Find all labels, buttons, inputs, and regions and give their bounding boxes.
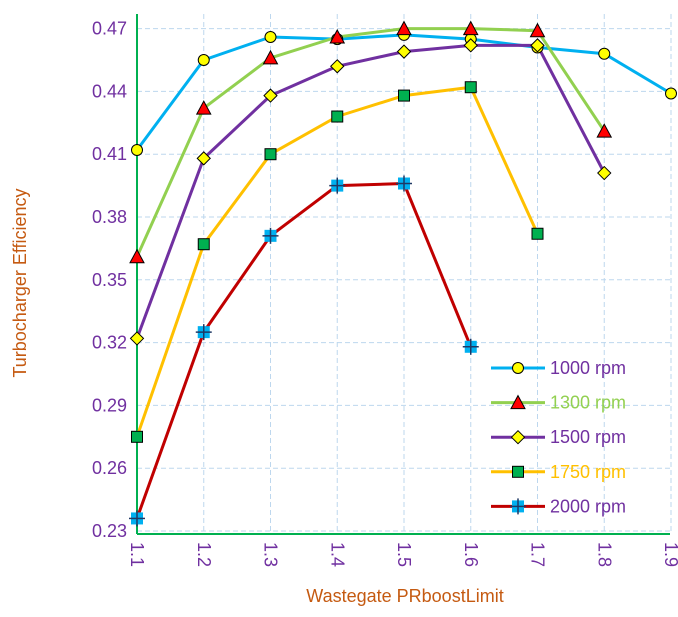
y-tick-label: 0.29: [92, 395, 127, 415]
x-tick-labels: 1.1 1.2 1.3 1.4 1.5 1.6 1.7 1.8 1.9: [127, 542, 678, 567]
legend-label: 1300 rpm: [550, 393, 626, 413]
x-tick-label: 1.3: [261, 542, 281, 567]
circle-marker: [197, 54, 210, 67]
square-marker: [464, 81, 477, 94]
diamond-marker: [263, 88, 278, 103]
plus-square-marker: [462, 338, 479, 355]
triangle-marker: [529, 22, 546, 38]
series-markers: [129, 20, 677, 527]
legend-item: 2000 rpm: [491, 496, 626, 516]
y-tick-labels: 0.23 0.26 0.29 0.32 0.35 0.38 0.41 0.44 0.47: [92, 19, 127, 541]
diamond-marker: [196, 151, 211, 166]
y-tick-label: 0.32: [92, 333, 127, 353]
x-tick-label: 1.7: [528, 542, 548, 567]
plus-square-marker: [510, 498, 526, 515]
circle-marker: [264, 30, 277, 43]
x-axis-title: Wastegate PRboostLimit: [306, 586, 503, 606]
square-marker: [512, 465, 524, 478]
series-line-2000-rpm: [135, 182, 473, 519]
diamond-marker: [330, 59, 345, 74]
x-tick-label: 1.8: [594, 542, 614, 567]
y-tick-label: 0.23: [92, 521, 127, 541]
plus-square-marker: [129, 510, 145, 527]
circle-marker: [512, 362, 524, 374]
legend-label: 1500 rpm: [550, 427, 626, 447]
diamond-marker: [463, 38, 478, 53]
square-marker: [331, 110, 344, 123]
legend-item: 1500 rpm: [491, 427, 626, 447]
series-line-1500-rpm: [135, 43, 606, 339]
triangle-marker: [596, 123, 613, 138]
triangle-marker: [462, 20, 479, 36]
triangle-marker: [329, 28, 346, 44]
y-axis-title: Turbocharger Efficiency: [10, 188, 30, 377]
diamond-marker: [597, 165, 612, 181]
y-tick-label: 0.44: [92, 81, 127, 101]
circle-marker: [131, 144, 143, 157]
legend-label: 2000 rpm: [550, 496, 626, 516]
y-tick-label: 0.38: [92, 207, 127, 227]
x-tick-label: 1.4: [327, 542, 347, 567]
square-marker: [264, 148, 277, 161]
triangle-marker: [195, 100, 212, 115]
x-tick-label: 1.1: [127, 542, 147, 567]
legend: 1000 rpm 1300 rpm 1500 rpm 1750 rpm 2000 rpm: [491, 358, 626, 516]
plot-axes: [136, 14, 670, 535]
y-tick-label: 0.35: [92, 270, 127, 290]
triangle-marker: [129, 248, 145, 264]
plus-square-marker: [195, 324, 212, 341]
diamond-marker: [396, 44, 412, 59]
circle-marker: [665, 87, 677, 100]
y-tick-label: 0.47: [92, 19, 127, 39]
triangle-marker: [510, 394, 526, 410]
square-marker: [398, 89, 410, 102]
diamond-marker: [530, 38, 545, 53]
legend-label: 1000 rpm: [550, 358, 626, 378]
y-tick-label: 0.26: [92, 458, 127, 478]
legend-item: 1750 rpm: [491, 462, 626, 482]
plus-square-marker: [262, 227, 279, 244]
x-tick-label: 1.6: [461, 542, 481, 567]
square-marker: [531, 227, 544, 240]
square-marker: [131, 430, 143, 443]
triangle-marker: [262, 49, 279, 65]
legend-label: 1750 rpm: [550, 462, 626, 482]
circle-marker: [598, 47, 611, 60]
x-tick-label: 1.2: [194, 542, 214, 567]
x-tick-label: 1.5: [394, 542, 414, 567]
series-line-1300-rpm: [135, 27, 606, 258]
plus-square-marker: [396, 175, 412, 192]
triangle-marker: [396, 20, 412, 36]
legend-item: 1300 rpm: [491, 393, 626, 413]
y-tick-label: 0.41: [92, 144, 127, 164]
diamond-marker: [129, 331, 145, 346]
square-marker: [197, 238, 210, 251]
legend-item: 1000 rpm: [491, 358, 626, 378]
plus-square-marker: [329, 177, 346, 194]
diamond-marker: [510, 429, 526, 445]
x-tick-label: 1.9: [661, 542, 678, 567]
